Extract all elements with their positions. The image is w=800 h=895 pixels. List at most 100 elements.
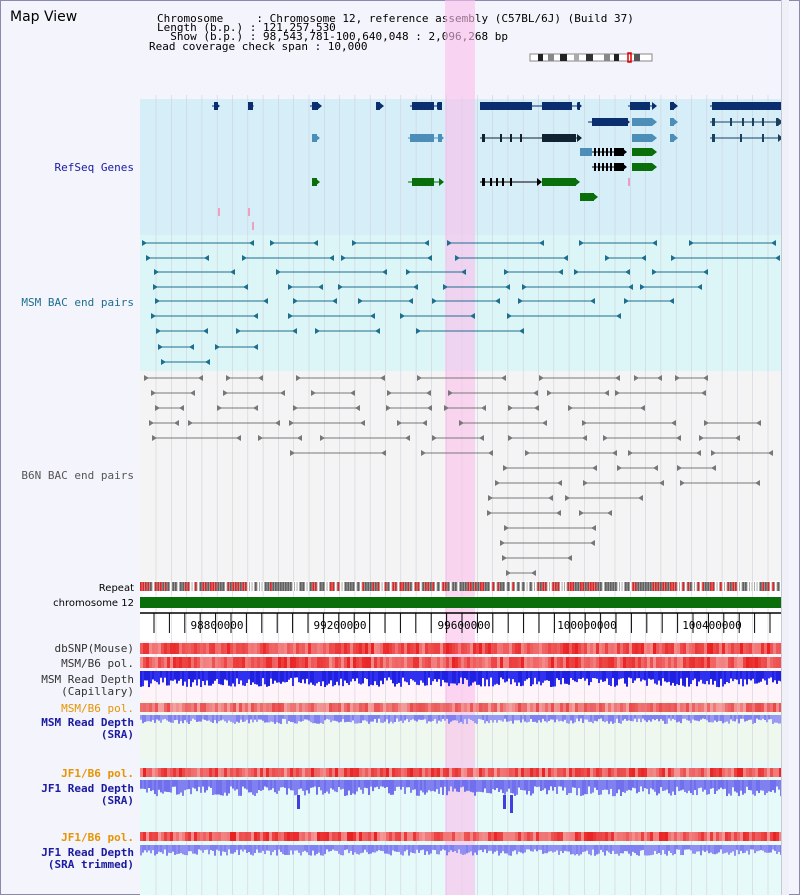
depth-bin [664,780,666,791]
pol-bin [752,703,755,712]
bac-end [293,298,298,304]
depth-bin [392,715,394,724]
repeat-element [740,582,742,591]
pol-bin [332,832,335,841]
track-label-chromosome[interactable]: chromosome 12 [53,598,134,609]
track-label-b6n-bac[interactable]: B6N BAC end pairs [21,469,134,482]
ideogram-band [604,54,610,61]
track-label-msm-depth-cap-1[interactable]: MSM Read Depth [41,673,134,686]
depth-bin [516,845,518,855]
bac-end [534,405,539,411]
pol-bin [554,832,557,841]
depth-bin [730,715,732,720]
bac-end [519,328,524,334]
depth-bin [668,845,670,851]
depth-bin [336,715,338,722]
axis-tick-label: 98800000 [191,619,244,632]
depth-bin [502,671,504,680]
track-label-jf1-pol-1[interactable]: JF1/B6 pol. [61,767,134,780]
pol-bin [326,832,329,841]
pol-bin [338,657,341,668]
pol-bin [653,643,656,654]
pol-bin [656,703,659,712]
depth-bin [656,715,658,719]
depth-bin [732,780,734,788]
depth-bin [476,671,478,685]
depth-bin [500,780,502,790]
depth-bin [430,671,432,685]
pol-bin [617,832,620,841]
track-label-jf1-depth-sra-1[interactable]: JF1 Read Depth [41,782,134,795]
depth-bin [304,671,306,684]
depth-bin [764,845,766,853]
depth-bin [412,715,414,720]
depth-bin [758,671,760,683]
depth-bin [228,845,230,850]
track-label-dbsnp[interactable]: dbSNP(Mouse) [54,642,134,655]
feature-tracks[interactable] [140,0,783,895]
repeat-element [340,582,342,591]
bac-end [276,269,281,275]
depth-bin [266,845,268,851]
scrollbar[interactable] [781,0,789,895]
pol-bin [389,768,392,777]
repeat-element [482,582,485,591]
depth-bin [304,845,306,851]
pol-bin [458,643,461,654]
track-label-msm-pol-2[interactable]: MSM/B6 pol. [61,702,134,715]
depth-bin [178,715,180,724]
depth-bin [446,715,448,719]
pol-bin [323,657,326,668]
chromosome-bar [140,597,781,608]
depth-bin [574,780,576,788]
repeat-element [752,582,755,591]
pol-bin [425,768,428,777]
pol-bin [158,657,161,668]
depth-bin [442,780,444,795]
chromosome-ideogram[interactable] [529,52,653,63]
depth-bin [694,715,696,721]
pol-bin [539,703,542,712]
track-label-jf1-pol-2[interactable]: JF1/B6 pol. [61,831,134,844]
depth-bin [690,715,692,724]
bac-end [380,375,385,381]
depth-bin [162,780,164,794]
depth-bin [420,715,422,720]
depth-bin [506,845,508,854]
pol-bin [566,703,569,712]
bac-end [370,313,375,319]
pol-bin [569,768,572,777]
track-label-refseq[interactable]: RefSeq Genes [54,161,134,174]
track-label-repeat[interactable]: Repeat [98,583,134,594]
track-label-jf1-depth-trim-1[interactable]: JF1 Read Depth [41,846,134,859]
track-area[interactable]: 98800000 99200000 99600000 100000000 1004000… [140,0,783,895]
gene-exon [632,134,652,142]
depth-bin [766,715,768,723]
depth-bin [676,780,678,787]
depth-bin [666,715,668,724]
repeat-element [457,582,460,591]
track-label-msm-bac[interactable]: MSM BAC end pairs [21,296,134,309]
depth-bin [766,845,768,853]
track-label-msm-pol-1[interactable]: MSM/B6 pol. [61,657,134,670]
pol-bin [335,832,338,841]
gene-strand-arrow [673,134,678,142]
pol-bin [206,768,209,777]
depth-bin [312,845,314,851]
depth-bin [398,780,400,787]
depth-bin [208,715,210,721]
repeat-element [370,582,372,591]
pol-bin [182,832,185,841]
depth-bin [728,671,730,684]
selected-region-highlight[interactable] [445,0,475,895]
depth-bin [334,845,336,851]
pol-bin [476,768,479,777]
depth-bin [410,845,412,853]
pol-bin [470,643,473,654]
track-label-msm-depth-sra-1[interactable]: MSM Read Depth [41,716,134,729]
pol-bin [242,768,245,777]
pol-bin [296,643,299,654]
pol-bin [311,657,314,668]
depth-bin [544,671,546,681]
depth-bin [466,671,468,680]
